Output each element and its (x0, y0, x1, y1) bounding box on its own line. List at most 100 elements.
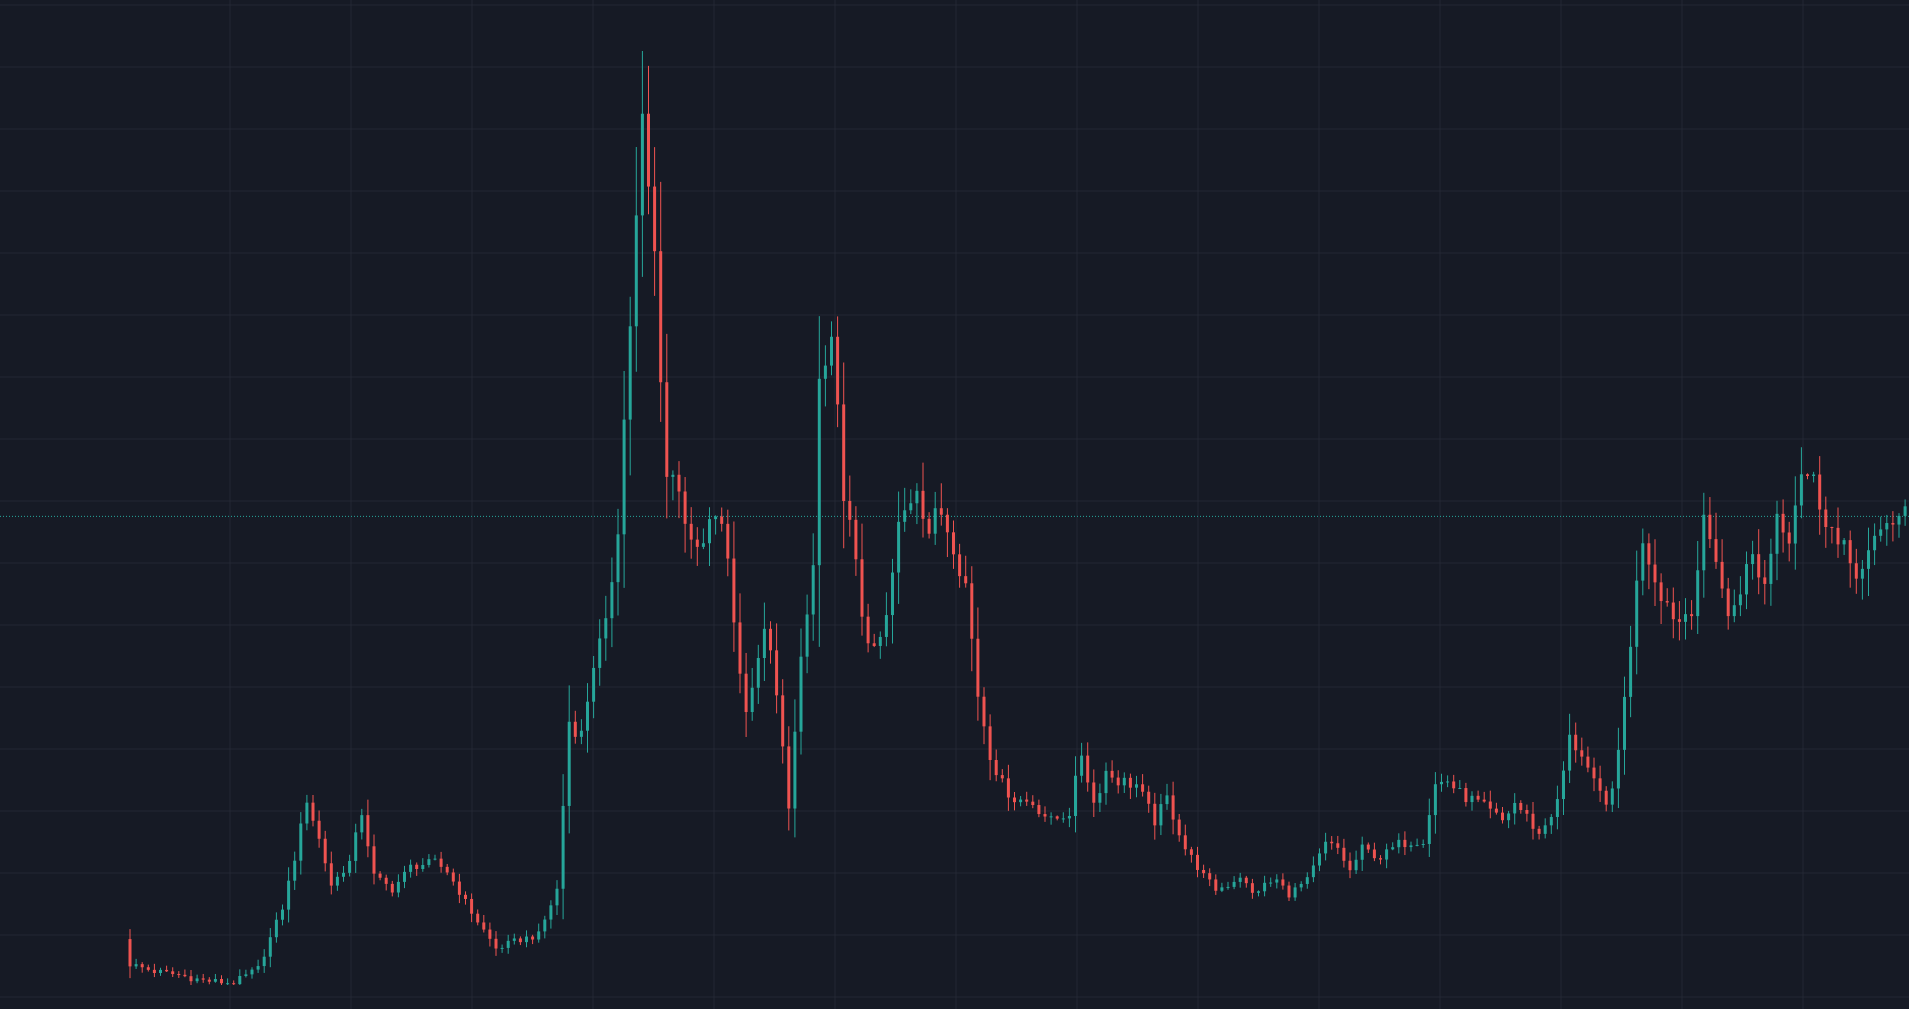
candle (1464, 782, 1468, 807)
candle-body (226, 983, 230, 985)
candle (927, 512, 931, 539)
candle (238, 969, 242, 985)
candle-body (1830, 527, 1834, 529)
candle-body (1763, 577, 1767, 584)
candle (213, 973, 217, 983)
candle-body (1891, 523, 1895, 525)
candle-body (610, 582, 614, 619)
candle (445, 863, 449, 876)
candle (1080, 742, 1084, 783)
candle (1702, 492, 1706, 598)
candle (1885, 514, 1889, 546)
candle (994, 749, 998, 782)
candle-body (805, 614, 809, 657)
candle (1738, 576, 1742, 617)
candle (616, 508, 620, 616)
candle (1061, 812, 1065, 823)
candle (1793, 476, 1797, 570)
candle-body (1549, 817, 1553, 826)
candle (1745, 551, 1748, 610)
candle-body (915, 490, 919, 504)
candle (1202, 864, 1206, 878)
candle (573, 710, 577, 744)
candle-body (1311, 865, 1315, 878)
candle-body (1446, 781, 1450, 783)
candle (384, 874, 388, 891)
candle-body (1519, 802, 1523, 810)
candle (1025, 791, 1029, 806)
candle (653, 147, 657, 296)
candle-body (1214, 879, 1218, 891)
candle-body (579, 730, 583, 737)
candle-body (927, 518, 931, 534)
candle-body (1037, 805, 1041, 815)
candle-body (1598, 778, 1602, 791)
candle-body (988, 726, 992, 761)
candle (1031, 795, 1035, 809)
candle (1763, 559, 1767, 605)
candle-body (134, 964, 138, 967)
candle (128, 929, 132, 979)
candle (1379, 855, 1382, 865)
candle (891, 558, 894, 644)
candle-body (598, 638, 602, 668)
candle-body (1494, 808, 1498, 813)
candle (982, 687, 986, 745)
candle (939, 483, 943, 526)
candle-body (1080, 755, 1084, 776)
candle-body (878, 636, 882, 646)
candle-body (1562, 770, 1565, 800)
candle (1568, 713, 1572, 784)
candle (1842, 537, 1846, 555)
candle (403, 865, 406, 889)
candle-body (1122, 777, 1126, 786)
candle (970, 566, 974, 672)
candle (756, 644, 760, 704)
candle-body (872, 643, 876, 646)
candle (464, 891, 467, 905)
candle-body (1574, 734, 1578, 751)
candle-body (1061, 818, 1065, 820)
candle-body (500, 947, 504, 949)
candle (512, 933, 516, 945)
candle (604, 595, 608, 661)
candle (1806, 473, 1809, 480)
candle (689, 507, 693, 559)
candle (750, 667, 754, 721)
candle-body (970, 583, 974, 639)
candle-body (152, 969, 156, 974)
candle (1458, 780, 1462, 790)
candle (1116, 770, 1120, 794)
candle-body (189, 976, 193, 982)
candle-body (1336, 843, 1340, 848)
candle-body (1299, 883, 1303, 888)
candle (1415, 838, 1419, 847)
candle-body (1379, 858, 1382, 860)
candle-body (1488, 801, 1492, 809)
candle (1299, 881, 1303, 892)
candle (567, 685, 571, 834)
candle (1891, 511, 1895, 542)
candle (610, 557, 614, 648)
candle-body (207, 979, 211, 982)
candle (976, 607, 980, 721)
candle (1696, 540, 1700, 634)
candle (317, 810, 321, 848)
candle-body (586, 701, 589, 731)
candle-body (848, 500, 852, 520)
candle (1013, 791, 1016, 811)
candle-body (1421, 843, 1425, 845)
candle (903, 487, 907, 532)
candle-body (1006, 778, 1010, 798)
candle-body (439, 858, 443, 867)
candle (1171, 781, 1175, 835)
candle-body (1714, 539, 1718, 562)
candle (268, 928, 272, 968)
candle (146, 964, 150, 972)
candle-body (335, 876, 339, 886)
candle (1281, 873, 1285, 890)
candle (1092, 769, 1096, 818)
